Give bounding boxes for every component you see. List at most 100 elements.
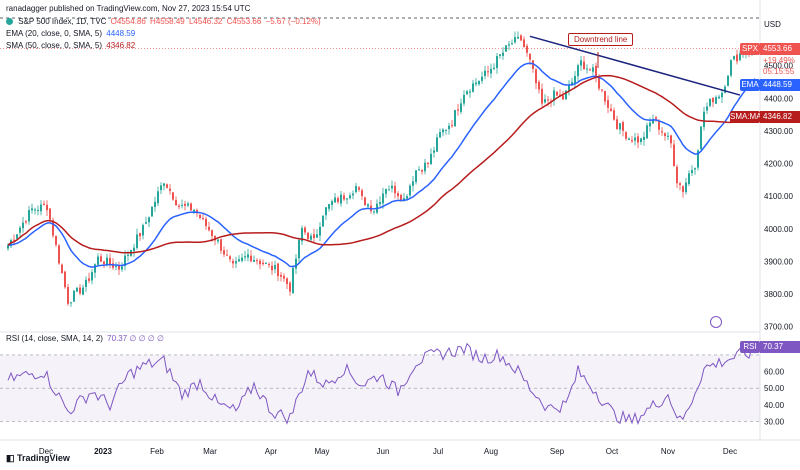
candle-body	[136, 234, 138, 249]
candle-body	[187, 203, 189, 206]
candle-body	[496, 56, 498, 68]
candle-body	[70, 302, 72, 304]
candle-body	[514, 37, 516, 43]
candle-body	[655, 117, 657, 120]
candle-body	[229, 256, 231, 260]
candle-body	[283, 275, 285, 279]
candle-body	[583, 61, 585, 70]
publisher-line: ranadagger published on TradingView.com,…	[6, 4, 251, 13]
candle-body	[133, 247, 135, 252]
settings-icon[interactable]	[710, 316, 722, 328]
candle-body	[100, 256, 102, 262]
candle-body	[439, 132, 441, 138]
candle-body	[217, 239, 219, 242]
rsi-legend[interactable]: RSI (14, close, SMA, 14, 2) 70.37 ∅ ∅ ∅ …	[6, 334, 164, 343]
candle-body	[232, 260, 234, 264]
candle-body	[478, 80, 480, 85]
candle-body	[697, 150, 699, 168]
candle-body	[286, 278, 288, 285]
price-tick-label: 4100.00	[764, 192, 793, 201]
candle-body	[562, 95, 564, 100]
candle-body	[628, 138, 630, 140]
candle-body	[382, 193, 384, 204]
candle-body	[145, 222, 147, 224]
candle-body	[88, 278, 90, 281]
spx-time: 05:15:55	[763, 67, 795, 76]
candle-body	[604, 90, 606, 102]
candle-body	[691, 170, 693, 174]
candle-body	[595, 65, 597, 78]
sma-50-line	[7, 74, 756, 254]
candle-body	[379, 202, 381, 205]
symbol-name: S&P 500 Index, 1D, TVC	[18, 17, 107, 26]
candle-body	[592, 67, 594, 72]
candle-body	[373, 211, 375, 213]
candle-body	[619, 123, 621, 130]
candle-body	[349, 195, 351, 199]
candle-body	[397, 193, 399, 197]
candle-body	[271, 265, 273, 271]
candle-body	[247, 254, 249, 258]
candle-body	[712, 98, 714, 103]
candle-body	[682, 186, 684, 193]
candle-body	[613, 110, 615, 120]
candle-body	[571, 81, 573, 85]
candle-body	[34, 209, 36, 211]
candle-body	[220, 239, 222, 251]
candle-body	[394, 185, 396, 194]
candle-body	[469, 91, 471, 93]
candle-body	[388, 189, 390, 191]
candle-body	[721, 92, 723, 98]
candle-body	[601, 89, 603, 91]
ema-tag: EMA	[740, 79, 760, 91]
candle-body	[646, 125, 648, 139]
candle-body	[67, 286, 69, 304]
candle-body	[487, 71, 489, 73]
candle-body	[79, 287, 81, 294]
spx-tag: SPX	[740, 43, 760, 55]
candle-body	[169, 188, 171, 191]
candle-body	[295, 258, 297, 269]
price-tick-label: 3700.00	[764, 323, 793, 332]
candle-body	[172, 192, 174, 200]
price-tick-label: 4000.00	[764, 225, 793, 234]
candle-body	[61, 264, 63, 274]
candle-body	[607, 100, 609, 108]
candle-body	[499, 54, 501, 56]
tradingview-logo[interactable]: ◧ TradingView	[6, 453, 70, 463]
sma-legend[interactable]: SMA (50, close, 0, SMA, 5) 4346.82	[6, 41, 135, 50]
candle-body	[142, 225, 144, 236]
candle-body	[658, 120, 660, 130]
candle-body	[325, 207, 327, 216]
ema-legend[interactable]: EMA (20, close, 0, SMA, 5) 4448.59	[6, 29, 135, 38]
candle-body	[226, 254, 228, 256]
candle-body	[76, 287, 78, 292]
ohlc-close: C4553.66	[226, 17, 262, 26]
candle-body	[223, 250, 225, 255]
sma-label: SMA (50, close, 0, SMA, 5)	[6, 41, 103, 50]
candle-body	[676, 166, 678, 184]
candle-body	[400, 194, 402, 202]
rsi-price: 70.37	[760, 341, 800, 353]
candle-body	[544, 99, 546, 103]
candle-body	[727, 75, 729, 86]
candle-body	[403, 198, 405, 201]
candle-body	[148, 217, 150, 223]
candle-body	[55, 236, 57, 245]
candle-body	[415, 170, 417, 183]
candle-body	[298, 239, 300, 259]
x-tick-label: Jun	[377, 447, 390, 456]
candle-body	[337, 198, 339, 203]
candle-body	[256, 260, 258, 262]
candle-body	[529, 53, 531, 60]
candle-body	[127, 254, 129, 256]
candle-body	[244, 256, 246, 258]
candle-body	[652, 118, 654, 124]
candle-body	[289, 282, 291, 292]
candle-body	[28, 210, 30, 222]
candle-body	[541, 88, 543, 104]
candle-body	[157, 191, 159, 204]
candle-body	[442, 129, 444, 133]
candle-body	[718, 96, 720, 99]
